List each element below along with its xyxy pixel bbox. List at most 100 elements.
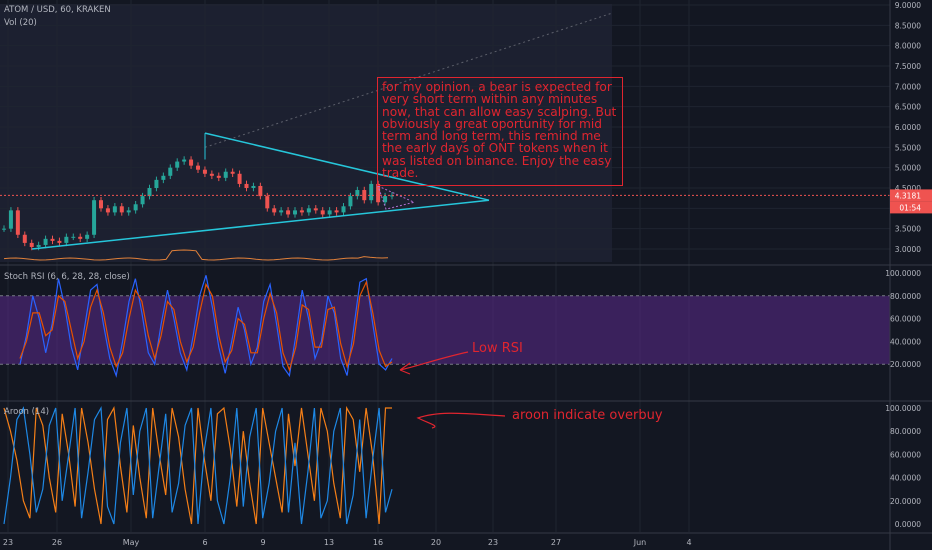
x-tick-label: 9 [260, 538, 265, 547]
x-tick-label: 16 [373, 538, 383, 547]
x-tick-label: 23 [488, 538, 498, 547]
x-tick-label: May [123, 538, 140, 547]
price-tick-label: 3.5000 [895, 225, 921, 234]
last-price-text: 4.3181 [895, 191, 921, 200]
price-tick-label: 5.5000 [895, 143, 921, 152]
candle-body [57, 240, 62, 243]
candle-body [168, 167, 173, 176]
candle-body [196, 165, 200, 170]
aroon-annotation: aroon indicate overbuy [512, 408, 663, 423]
candle-body [369, 183, 374, 201]
candle-body [209, 173, 214, 176]
candle-body [299, 210, 304, 213]
stoch-rsi-pane[interactable] [0, 275, 890, 378]
stoch-k-line [19, 275, 393, 378]
x-tick-label: 4 [686, 538, 691, 547]
x-tick-label: 26 [52, 538, 62, 547]
projection-line [204, 12, 613, 148]
aroon-label: Aroon (14) [4, 407, 50, 417]
stoch-d-line [19, 280, 393, 372]
aroon-tick-label: 100.0000 [885, 404, 921, 413]
candle-body [327, 210, 332, 215]
aroon-tick-label: 80.0000 [890, 427, 921, 436]
candle-body [8, 210, 13, 229]
candle-body [216, 175, 221, 178]
candle-body [2, 228, 6, 230]
x-tick-label: Jun [633, 538, 647, 547]
candle-body [112, 206, 117, 213]
price-tick-label: 7.0000 [895, 82, 921, 91]
candle-body [355, 190, 360, 197]
candle-body [126, 210, 131, 213]
candle-body [71, 236, 76, 238]
candle-body [29, 242, 34, 247]
candle-body [320, 210, 325, 215]
candle-body [175, 161, 180, 168]
price-tick-label: 6.0000 [895, 123, 921, 132]
candle-body [258, 185, 263, 197]
candle-body [189, 159, 194, 166]
aroon-tick-label: 0.0000 [895, 520, 921, 529]
price-tick-label: 6.5000 [895, 103, 921, 112]
candle-body [348, 196, 353, 207]
candle-body [376, 183, 381, 203]
candle-body [313, 208, 318, 211]
candle-body [154, 179, 159, 188]
candle-body [140, 196, 145, 205]
x-tick-label: 13 [324, 538, 334, 547]
candle-body [244, 183, 249, 188]
analysis-note: for my opinion, a bear is expected for v… [377, 77, 623, 186]
candle-body [119, 206, 124, 213]
stoch-tick-label: 40.0000 [890, 337, 921, 346]
candle-body [341, 206, 346, 213]
candle-body [251, 185, 256, 188]
candle-body [105, 208, 110, 213]
candle-body [50, 238, 55, 241]
upper-trendline [204, 132, 490, 201]
candle-body [92, 200, 97, 235]
price-pane[interactable] [0, 12, 890, 261]
candle-body [293, 210, 297, 215]
candle-body [22, 234, 27, 243]
aroon-pane[interactable] [3, 405, 393, 525]
stoch-band [0, 295, 890, 365]
candle-body [265, 196, 270, 209]
candle-body [43, 238, 48, 245]
last-price-badge [890, 189, 932, 202]
symbol-title: ATOM / USD, 60, KRAKEN [4, 5, 111, 15]
candle-body [161, 175, 166, 180]
stoch-tick-label: 20.0000 [890, 360, 921, 369]
countdown-badge [890, 201, 932, 214]
price-tick-label: 3.0000 [895, 245, 921, 254]
candle-body [147, 188, 152, 197]
low-rsi-annotation: Low RSI [472, 341, 523, 356]
candle-body [182, 159, 187, 162]
candle-body [202, 169, 207, 174]
aroon-tick-label: 40.0000 [890, 474, 921, 483]
candle-body [334, 210, 339, 213]
price-tick-label: 7.5000 [895, 62, 921, 71]
volume-ma-line [3, 249, 389, 261]
price-tick-label: 8.5000 [895, 21, 921, 30]
aroon-tick-label: 60.0000 [890, 450, 921, 459]
aroon-tick-label: 20.0000 [890, 497, 921, 506]
candle-body [36, 244, 41, 247]
candle-body [78, 236, 83, 239]
low-rsi-arrow [399, 351, 469, 375]
grid-lines [0, 0, 890, 532]
candle-body [272, 208, 277, 213]
candle-body [230, 171, 235, 174]
x-tick-label: 6 [202, 538, 207, 547]
candle-body [99, 200, 103, 209]
candle-body [223, 171, 228, 178]
candle-body [15, 210, 20, 235]
candle-body [133, 204, 138, 211]
candle-body [237, 173, 242, 184]
candle-body [64, 236, 69, 243]
stoch-tick-label: 60.0000 [890, 315, 921, 324]
aroon-down-line [3, 405, 393, 525]
price-tick-label: 4.5000 [895, 184, 921, 193]
candle-body [279, 210, 284, 213]
